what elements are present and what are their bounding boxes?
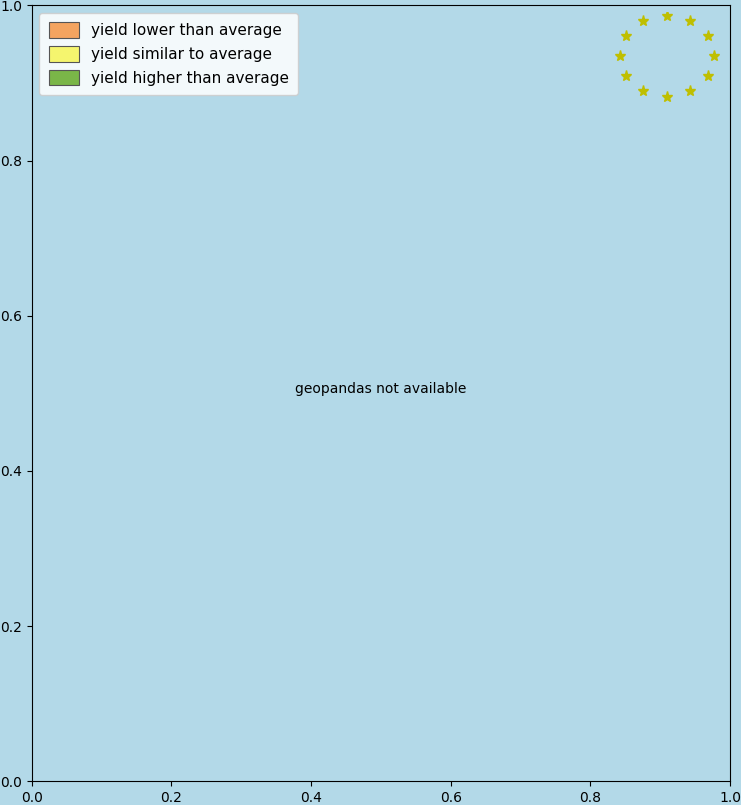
Legend: yield lower than average, yield similar to average, yield higher than average: yield lower than average, yield similar … [39, 13, 299, 95]
Text: geopandas not available: geopandas not available [295, 382, 467, 396]
